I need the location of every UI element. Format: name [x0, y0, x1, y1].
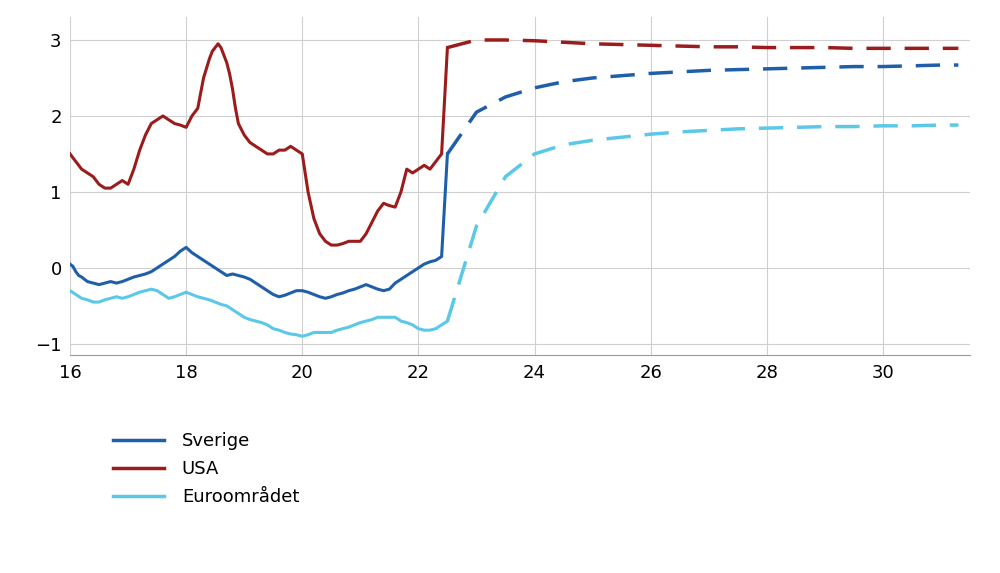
Legend: Sverige, USA, Euroområdet: Sverige, USA, Euroområdet: [106, 425, 306, 513]
